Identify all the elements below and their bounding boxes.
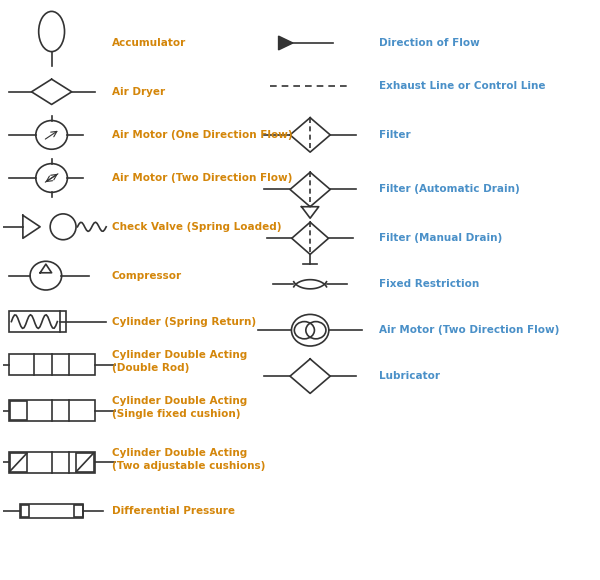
Text: Air Motor (Two Direction Flow): Air Motor (Two Direction Flow): [112, 173, 292, 183]
Text: Filter: Filter: [379, 130, 410, 140]
Text: Lubricator: Lubricator: [379, 371, 440, 381]
Text: Cylinder (Spring Return): Cylinder (Spring Return): [112, 317, 256, 327]
Bar: [10, 453, 27, 472]
Text: Air Motor (One Direction Flow): Air Motor (One Direction Flow): [112, 130, 293, 140]
Text: Differential Pressure: Differential Pressure: [112, 506, 235, 516]
Bar: [74, 505, 83, 517]
Text: Direction of Flow: Direction of Flow: [379, 38, 480, 48]
Bar: [76, 453, 94, 472]
Bar: [20, 505, 29, 517]
Text: Filter (Automatic Drain): Filter (Automatic Drain): [379, 184, 520, 194]
Text: Fixed Restriction: Fixed Restriction: [379, 279, 479, 289]
Bar: [8, 354, 95, 375]
Text: Cylinder Double Acting
(Single fixed cushion): Cylinder Double Acting (Single fixed cus…: [112, 396, 247, 419]
Text: Filter (Manual Drain): Filter (Manual Drain): [379, 233, 502, 243]
Bar: [10, 401, 27, 420]
Text: Exhaust Line or Control Line: Exhaust Line or Control Line: [379, 81, 545, 91]
Text: Compressor: Compressor: [112, 271, 182, 281]
Bar: [8, 311, 66, 332]
Bar: [8, 400, 95, 421]
Text: Air Dryer: Air Dryer: [112, 87, 165, 97]
Text: Check Valve (Spring Loaded): Check Valve (Spring Loaded): [112, 222, 281, 232]
Text: Cylinder Double Acting
(Two adjustable cushions): Cylinder Double Acting (Two adjustable c…: [112, 448, 265, 471]
Bar: [8, 452, 95, 473]
Text: Air Motor (Two Direction Flow): Air Motor (Two Direction Flow): [379, 325, 559, 335]
Polygon shape: [278, 36, 293, 50]
Text: Accumulator: Accumulator: [112, 38, 186, 48]
Bar: [20, 504, 83, 518]
Text: Cylinder Double Acting
(Double Rod): Cylinder Double Acting (Double Rod): [112, 350, 247, 374]
